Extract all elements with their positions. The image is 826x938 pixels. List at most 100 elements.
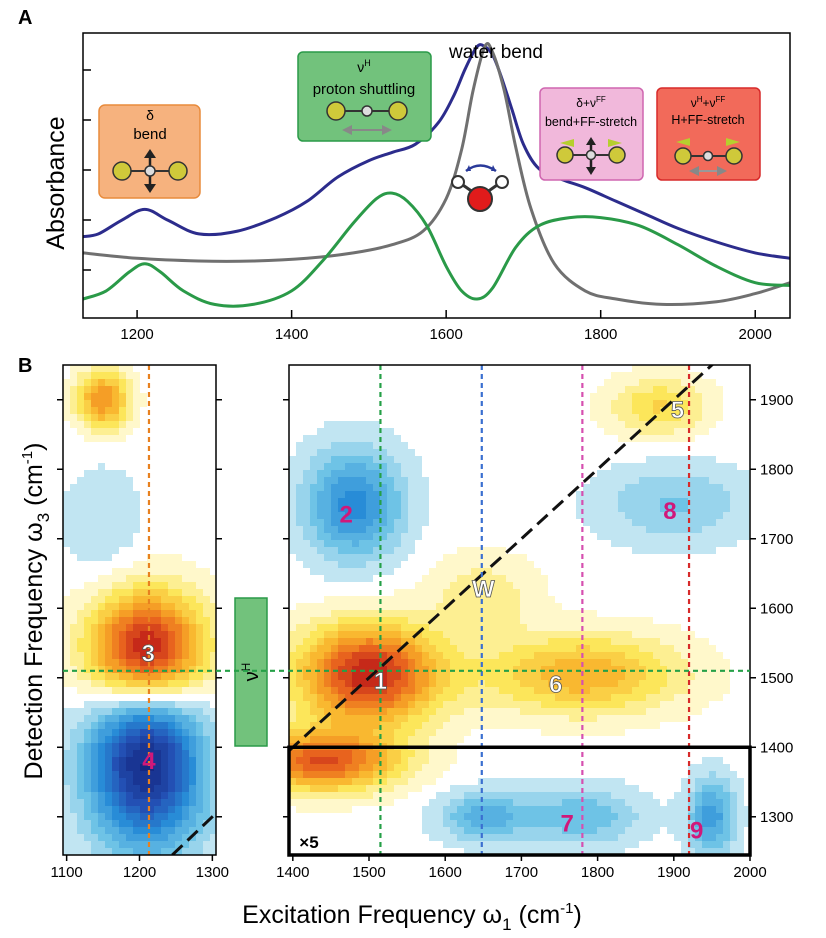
- heatmap-cell: [499, 400, 507, 408]
- heatmap-cell: [366, 715, 374, 723]
- heatmap-cell: [597, 491, 605, 499]
- heatmap-cell: [133, 372, 141, 380]
- heatmap-cell: [562, 484, 570, 492]
- heatmap-cell: [569, 799, 577, 807]
- heatmap-cell: [63, 540, 71, 548]
- heatmap-cell: [317, 610, 325, 618]
- heatmap-cell: [555, 456, 563, 464]
- absorbance-axis-label: Absorbance: [42, 116, 70, 249]
- heatmap-cell: [534, 393, 542, 401]
- heatmap-cell: [499, 365, 507, 373]
- heatmap-cell: [562, 687, 570, 695]
- heatmap-cell: [555, 414, 563, 422]
- heatmap-cell: [154, 554, 162, 562]
- heatmap-cell: [147, 582, 155, 590]
- heatmap-cell: [611, 505, 619, 513]
- heatmap-cell: [317, 491, 325, 499]
- heatmap-cell: [91, 652, 99, 660]
- heatmap-cell: [147, 498, 155, 506]
- heatmap-cell: [112, 435, 120, 443]
- heatmap-cell: [394, 687, 402, 695]
- heatmap-cell: [147, 708, 155, 716]
- heatmap-cell: [105, 526, 113, 534]
- heatmap-cell: [373, 806, 381, 814]
- heatmap-cell: [161, 729, 169, 737]
- heatmap-cell: [534, 785, 542, 793]
- heatmap-cell: [513, 834, 521, 842]
- heatmap-cell: [541, 379, 549, 387]
- heatmap-cell: [210, 610, 216, 618]
- heatmap-cell: [506, 610, 514, 618]
- heatmap-cell: [119, 428, 127, 436]
- heatmap-cell: [576, 575, 584, 583]
- heatmap-cell: [289, 610, 297, 618]
- heatmap-cell: [303, 610, 311, 618]
- heatmap-cell: [112, 652, 120, 660]
- heatmap-cell: [541, 722, 549, 730]
- heatmap-cell: [527, 848, 535, 855]
- heatmap-cell: [534, 533, 542, 541]
- heatmap-cell: [373, 848, 381, 855]
- heatmap-cell: [555, 407, 563, 415]
- heatmap-cell: [175, 365, 183, 373]
- heatmap-cell: [161, 491, 169, 499]
- heatmap-cell: [203, 533, 211, 541]
- heatmap-cell: [296, 568, 304, 576]
- heatmap-cell: [70, 561, 78, 569]
- heatmap-cell: [527, 442, 535, 450]
- heatmap-cell: [499, 519, 507, 527]
- heatmap-cell: [583, 547, 591, 555]
- heatmap-cell: [380, 407, 388, 415]
- heatmap-cell: [84, 603, 92, 611]
- heatmap-cell: [569, 400, 577, 408]
- heatmap-cell: [576, 561, 584, 569]
- heatmap-cell: [147, 589, 155, 597]
- heatmap-cell: [126, 687, 134, 695]
- heatmap-cell: [429, 477, 437, 485]
- heatmap-cell: [527, 631, 535, 639]
- heatmap-cell: [147, 400, 155, 408]
- heatmap-cell: [401, 463, 409, 471]
- heatmap-cell: [324, 757, 332, 765]
- heatmap-cell: [548, 393, 556, 401]
- heatmap-cell: [562, 540, 570, 548]
- heatmap-cell: [618, 414, 626, 422]
- heatmap-cell: [77, 834, 85, 842]
- heatmap-cell: [338, 596, 346, 604]
- heatmap-cell: [618, 638, 626, 646]
- heatmap-cell: [534, 470, 542, 478]
- heatmap-cell: [485, 393, 493, 401]
- heatmap-cell: [401, 652, 409, 660]
- heatmap-cell: [541, 792, 549, 800]
- heatmap-cell: [471, 407, 479, 415]
- heatmap-cell: [464, 547, 472, 555]
- heatmap-cell: [289, 470, 297, 478]
- heatmap-cell: [485, 575, 493, 583]
- heatmap-cell: [317, 617, 325, 625]
- heatmap-cell: [520, 512, 528, 520]
- heatmap-cell: [126, 379, 134, 387]
- heatmap-cell: [569, 484, 577, 492]
- heatmap-cell: [345, 610, 353, 618]
- heatmap-cell: [597, 778, 605, 786]
- heatmap-cell: [548, 407, 556, 415]
- heatmap-cell: [569, 778, 577, 786]
- heatmap-cell: [597, 722, 605, 730]
- heatmap-cell: [189, 659, 197, 667]
- heatmap-cell: [289, 456, 297, 464]
- heatmap-cell: [373, 652, 381, 660]
- heatmap-cell: [366, 729, 374, 737]
- heatmap-cell: [401, 736, 409, 744]
- heatmap-cell: [317, 645, 325, 653]
- heatmap-cell: [345, 750, 353, 758]
- heatmap-cell: [625, 680, 633, 688]
- heatmap-cell: [112, 778, 120, 786]
- heatmap-cell: [464, 729, 472, 737]
- heatmap-cell: [345, 631, 353, 639]
- heatmap-cell: [105, 624, 113, 632]
- heatmap-cell: [324, 428, 332, 436]
- heatmap-cell: [352, 764, 360, 772]
- heatmap-cell: [91, 722, 99, 730]
- heatmap-cell: [401, 771, 409, 779]
- heatmap-cell: [597, 659, 605, 667]
